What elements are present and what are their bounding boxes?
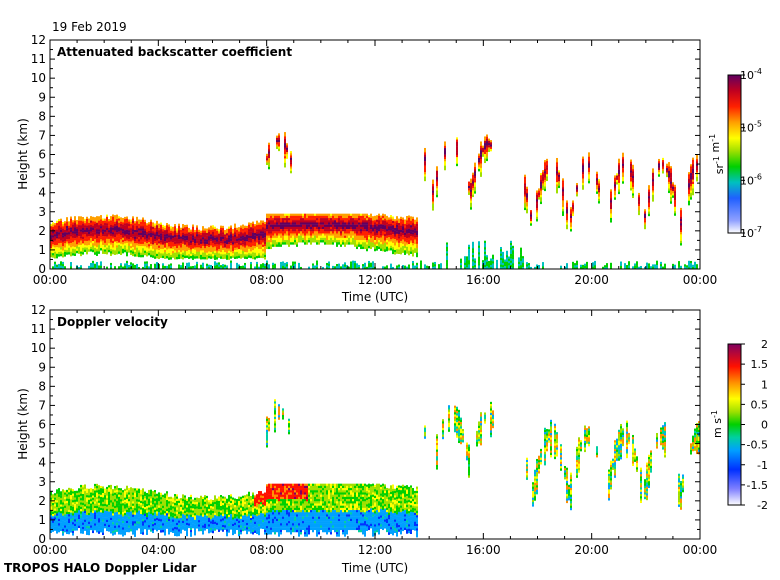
colorbar-tick-label: 10-5 [740,120,762,135]
x-tick-label: 08:00 [249,543,284,557]
colorbar-tick-label: 10-7 [740,225,762,240]
doppler-heatmap [50,399,700,538]
backscatter-colorbar: 10-4 10-5 10-6 10-7 sr-1 m-1 [708,67,762,240]
y-tick-label: 5 [38,437,46,451]
doppler-colorbar-scale [727,343,742,506]
x-tick-label: 04:00 [141,543,176,557]
doppler-x-axis: 00:00 04:00 08:00 12:00 16:00 20:00 00:00 [33,310,718,557]
doppler-y-label: Height (km) [16,388,30,459]
backscatter-x-axis: 00:00 04:00 08:00 12:00 16:00 20:00 00:00 [33,40,718,287]
y-tick-label: 10 [31,341,46,355]
colorbar-tick-label: 0.5 [751,398,769,411]
colorbar-tick-label: -2 [757,499,768,512]
doppler-colorbar: 2 1.5 1 0.5 0 -0.5 -1 -1.5 -2 m s-1 [710,338,768,512]
backscatter-x-label: Time (UTC) [341,290,408,304]
colorbar-tick-label: -1.5 [747,479,768,492]
x-tick-label: 16:00 [466,273,501,287]
y-tick-label: 1 [38,243,46,257]
y-tick-label: 2 [38,494,46,508]
y-tick-label: 11 [31,322,46,336]
y-tick-label: 5 [38,167,46,181]
x-tick-label: 00:00 [683,273,718,287]
colorbar-tick-label: 10-6 [740,172,762,187]
x-tick-label: 20:00 [574,543,609,557]
x-tick-label: 16:00 [466,543,501,557]
y-tick-label: 0 [38,532,46,546]
backscatter-heatmap [50,132,698,269]
x-tick-label: 12:00 [358,273,393,287]
y-tick-label: 6 [38,148,46,162]
y-tick-label: 6 [38,418,46,432]
y-tick-label: 8 [38,109,46,123]
x-tick-label: 12:00 [358,543,393,557]
y-tick-label: 11 [31,52,46,66]
x-tick-label: 00:00 [33,543,68,557]
backscatter-y-label: Height (km) [16,118,30,189]
y-tick-label: 3 [38,475,46,489]
y-tick-label: 4 [38,186,46,200]
backscatter-title: Attenuated backscatter coefficient [57,45,292,59]
backscatter-panel: Attenuated backscatter coefficient 01234… [16,33,762,304]
doppler-title: Doppler velocity [57,315,168,329]
x-tick-label: 04:00 [141,273,176,287]
colorbar-tick-label: -1 [757,459,768,472]
x-tick-label: 00:00 [33,273,68,287]
y-tick-label: 9 [38,90,46,104]
y-tick-label: 7 [38,128,46,142]
colorbar-tick-label: 2 [761,338,768,351]
y-tick-label: 10 [31,71,46,85]
y-tick-label: 0 [38,262,46,276]
y-tick-label: 12 [31,303,46,317]
x-tick-label: 08:00 [249,273,284,287]
footer-label: TROPOS HALO Doppler Lidar [4,561,197,575]
y-tick-label: 8 [38,379,46,393]
y-tick-label: 12 [31,33,46,47]
colorbar-tick-label: 0 [761,419,768,432]
backscatter-colorbar-scale [727,74,742,234]
doppler-x-label: Time (UTC) [341,561,408,575]
x-tick-label: 00:00 [683,543,718,557]
y-tick-label: 7 [38,398,46,412]
colorbar-tick-label: 10-4 [740,67,762,82]
y-tick-label: 9 [38,360,46,374]
y-tick-label: 2 [38,224,46,238]
y-tick-label: 3 [38,205,46,219]
y-tick-label: 4 [38,456,46,470]
date-label: 19 Feb 2019 [52,20,127,34]
colorbar-tick-label: 1 [761,378,768,391]
colorbar-tick-label: 1.5 [751,358,769,371]
colorbar-tick-label: -0.5 [747,439,768,452]
doppler-colorbar-unit: m s-1 [710,410,724,438]
backscatter-colorbar-unit: sr-1 m-1 [708,134,726,174]
y-tick-label: 1 [38,513,46,527]
x-tick-label: 20:00 [574,273,609,287]
